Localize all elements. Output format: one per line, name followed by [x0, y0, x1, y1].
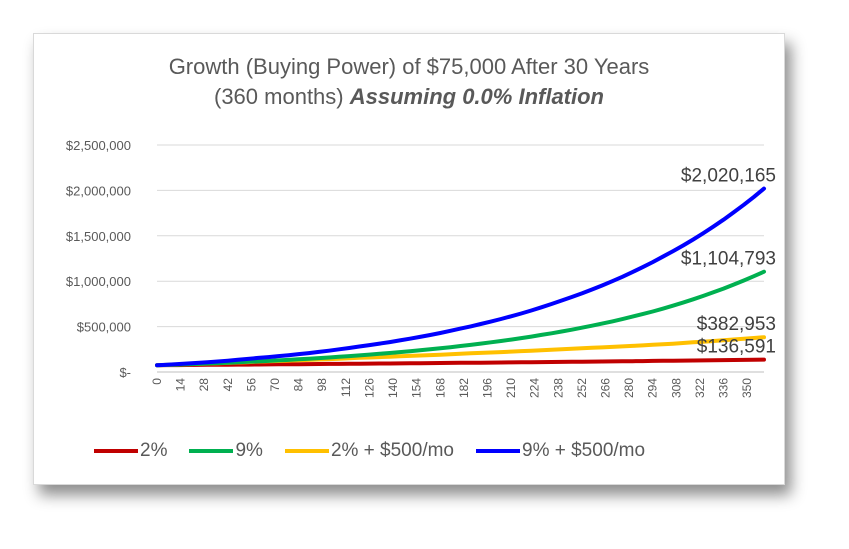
legend-swatch	[94, 449, 138, 453]
x-tick-label: 14	[174, 378, 188, 392]
x-tick-label: 280	[622, 378, 636, 398]
x-tick-label: 70	[268, 378, 282, 392]
y-tick-label: $1,000,000	[66, 274, 131, 289]
data-label: $1,104,793	[681, 249, 776, 270]
x-tick-label: 238	[551, 378, 565, 398]
data-label: $2,020,165	[681, 166, 776, 187]
x-tick-label: 28	[197, 378, 211, 392]
x-tick-label: 56	[244, 378, 258, 392]
x-tick-label: 0	[150, 378, 164, 385]
legend-swatch	[284, 449, 329, 453]
legend-label: 2% + $500/mo	[330, 440, 454, 461]
x-tick-label: 308	[669, 378, 683, 398]
y-tick-label: $-	[119, 365, 131, 380]
x-tick-label: 98	[315, 378, 329, 392]
x-tick-label: 322	[693, 378, 707, 398]
x-tick-label: 336	[717, 378, 731, 398]
x-tick-label: 252	[575, 378, 589, 398]
legend-label: 9%	[235, 440, 263, 461]
chart-title-line2-text: (360 months)	[214, 84, 350, 109]
x-tick-label: 140	[386, 378, 400, 398]
x-tick-label: 168	[433, 378, 447, 398]
legend: 2% 9% 2% + $500/mo 9% + $500/mo	[94, 436, 774, 466]
chart-title-line2: (360 months) Assuming 0.0% Inflation	[34, 82, 784, 112]
legend-entry: 9%	[189, 440, 263, 462]
x-tick-label: 84	[292, 378, 306, 392]
legend-label: 2%	[140, 440, 168, 461]
data-label: $136,591	[697, 337, 776, 358]
chart-title: Growth (Buying Power) of $75,000 After 3…	[34, 52, 784, 112]
x-tick-label: 182	[457, 378, 471, 398]
legend-entry: 2%	[94, 440, 167, 462]
series-line	[155, 269, 766, 368]
x-tick-label: 224	[528, 378, 542, 398]
data-label: $382,953	[697, 314, 776, 335]
legend-swatch	[476, 449, 520, 453]
chart-card: Growth (Buying Power) of $75,000 After 3…	[33, 33, 785, 485]
y-tick-label: $1,500,000	[66, 229, 131, 244]
legend-label: 9% + $500/mo	[522, 440, 646, 461]
plot-area: $- $500,000 $1,000,000 $1,500,000 $2,000,000…	[66, 138, 776, 398]
x-tick-label: 154	[410, 378, 424, 398]
legend-entry: 2% + $500/mo	[284, 440, 454, 462]
x-tick-label: 294	[646, 378, 660, 398]
legend-swatch	[189, 449, 234, 453]
y-tick-label: $2,500,000	[66, 138, 131, 153]
chart-title-emphasis: Assuming 0.0% Inflation	[349, 84, 604, 109]
x-tick-label: 266	[599, 378, 613, 398]
x-tick-label: 196	[480, 378, 494, 398]
chart-title-line1: Growth (Buying Power) of $75,000 After 3…	[168, 54, 650, 79]
x-tick-label: 42	[221, 378, 235, 392]
x-tick-label: 350	[740, 378, 754, 398]
legend-entry: 9% + $500/mo	[476, 440, 645, 462]
x-tick-label: 210	[504, 378, 518, 398]
y-tick-label: $2,000,000	[66, 183, 131, 198]
y-tick-label: $500,000	[77, 320, 131, 335]
x-tick-label: 126	[362, 378, 376, 398]
series-line	[155, 357, 766, 368]
x-tick-label: 112	[339, 378, 353, 397]
series-line	[155, 186, 766, 368]
